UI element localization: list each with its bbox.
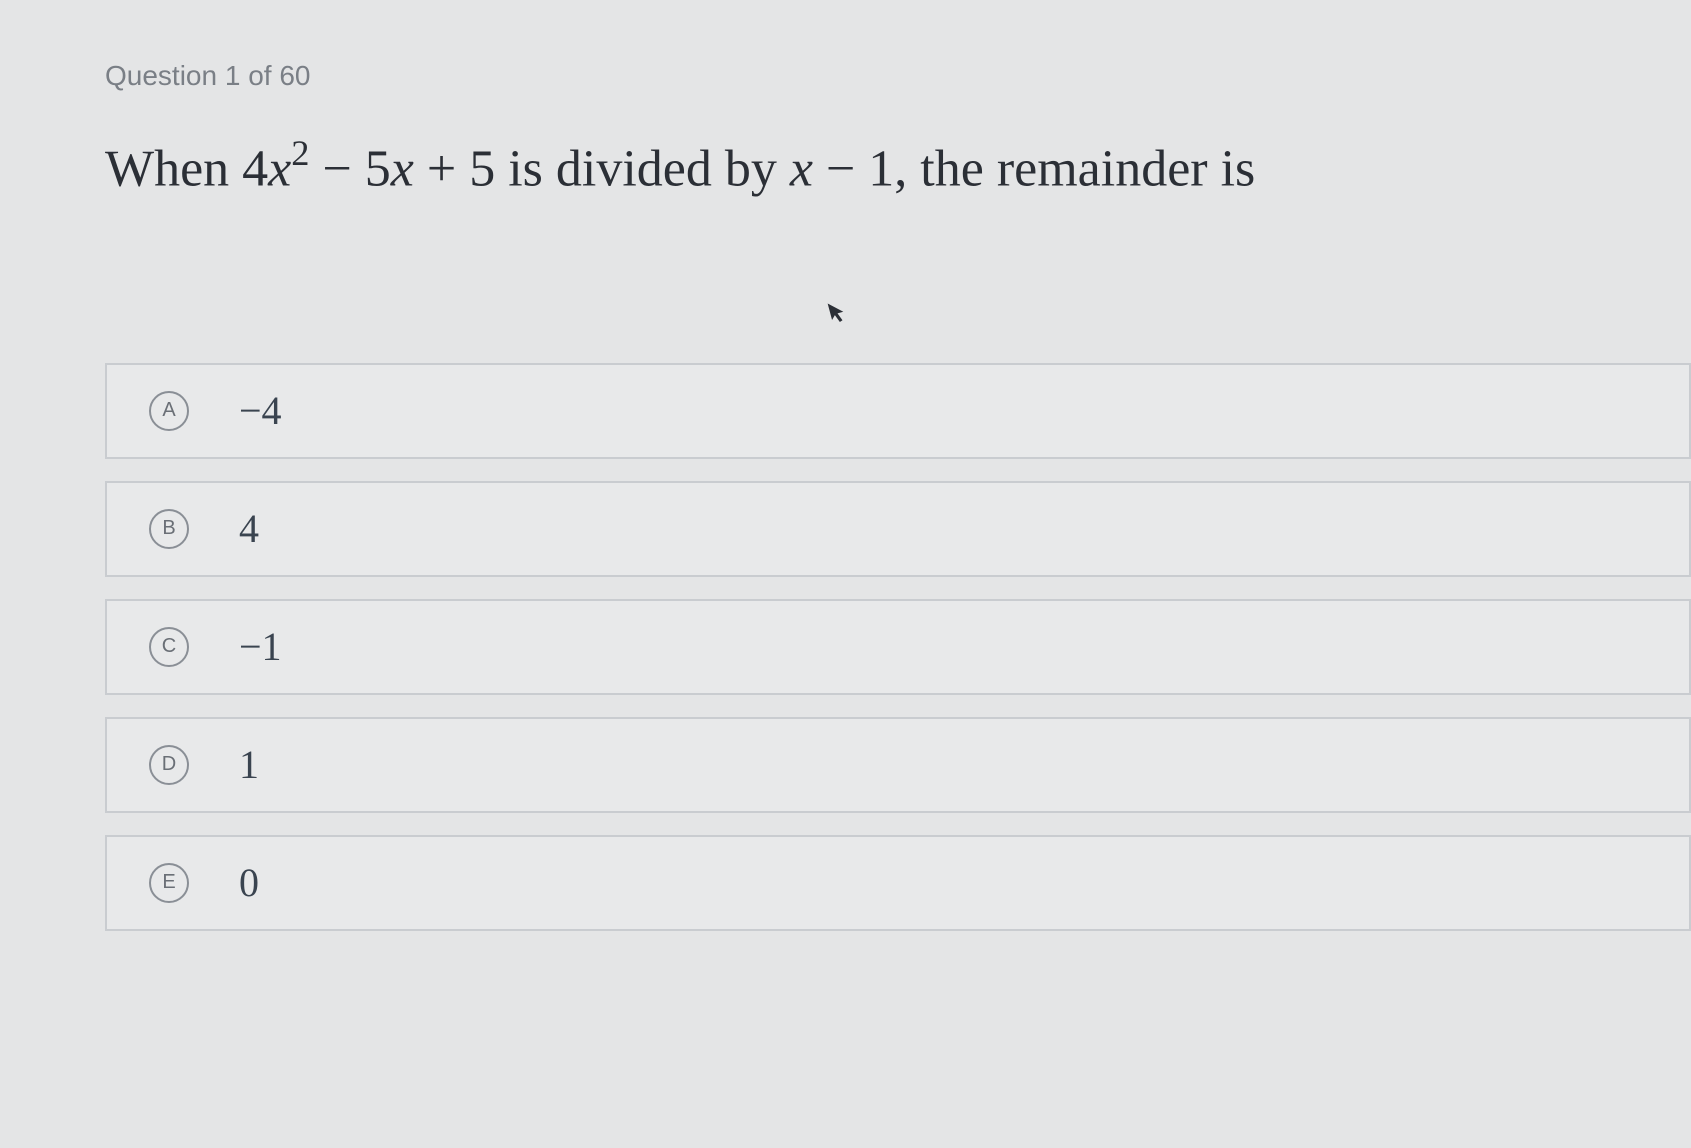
q-exp: 2 (291, 133, 309, 173)
q-var2: x (391, 140, 414, 197)
question-counter: Question 1 of 60 (105, 60, 1691, 92)
q-prefix: When (105, 140, 242, 197)
option-d[interactable]: D 1 (105, 717, 1691, 813)
option-letter: D (149, 745, 189, 785)
option-e[interactable]: E 0 (105, 835, 1691, 931)
q-mid: − 5 (309, 140, 390, 197)
q-var: x (268, 140, 291, 197)
quiz-page: Question 1 of 60 When 4x2 − 5x + 5 is di… (0, 0, 1691, 1148)
q-coef-a: 4 (242, 140, 268, 197)
option-value: 4 (239, 505, 259, 552)
cursor-icon (826, 298, 851, 332)
question-text: When 4x2 − 5x + 5 is divided by x − 1, t… (105, 132, 1691, 203)
option-c[interactable]: C −1 (105, 599, 1691, 695)
option-value: 0 (239, 859, 259, 906)
option-letter: A (149, 391, 189, 431)
option-letter: B (149, 509, 189, 549)
q-divisor-var: x (790, 140, 813, 197)
option-value: −4 (239, 387, 282, 434)
option-b[interactable]: B 4 (105, 481, 1691, 577)
option-letter: C (149, 627, 189, 667)
option-value: −1 (239, 623, 282, 670)
option-letter: E (149, 863, 189, 903)
options-list: A −4 B 4 C −1 D 1 E 0 (105, 363, 1691, 931)
q-tail: + 5 is divided by (414, 140, 790, 197)
option-a[interactable]: A −4 (105, 363, 1691, 459)
option-value: 1 (239, 741, 259, 788)
q-divisor-tail: − 1, the remainder is (813, 140, 1255, 197)
